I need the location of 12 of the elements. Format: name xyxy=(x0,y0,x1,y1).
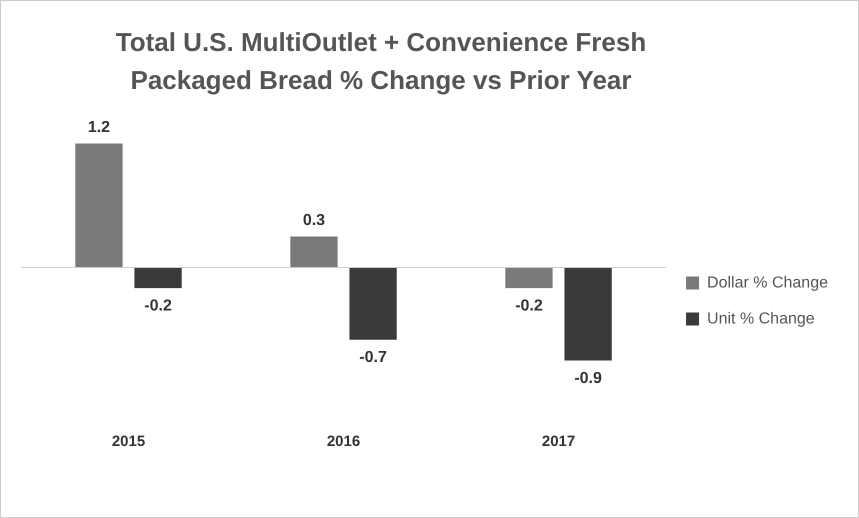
data-label: 0.3 xyxy=(302,212,326,229)
data-label: -0.7 xyxy=(359,349,387,366)
legend-label: Unit % Change xyxy=(707,310,815,328)
data-label: -0.2 xyxy=(515,298,543,315)
data-label: -0.9 xyxy=(574,370,602,387)
x-tick-label: 2016 xyxy=(326,433,360,450)
data-label: 1.2 xyxy=(88,118,110,136)
legend-label: Dollar % Change xyxy=(707,274,828,292)
x-tick-label: 2015 xyxy=(112,433,146,450)
chart-title: Total U.S. MultiOutlet + Convenience Fresh Packaged Bread % Change vs Prior Year xyxy=(114,26,648,97)
data-label: -0.2 xyxy=(144,298,172,315)
x-tick-label: 2017 xyxy=(542,433,576,450)
